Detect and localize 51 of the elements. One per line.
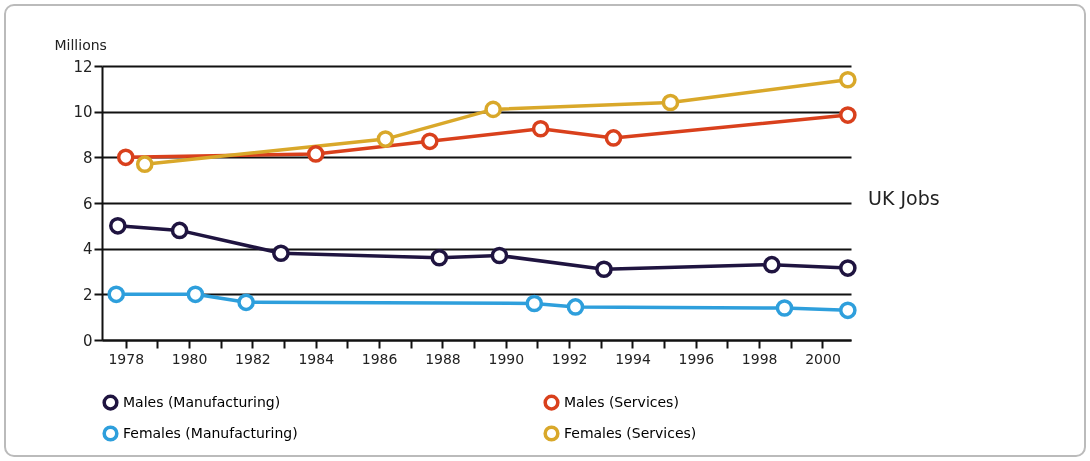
x-tick-label: 1982 — [235, 350, 271, 367]
point — [430, 248, 449, 267]
point — [531, 119, 550, 138]
x-tick-label: 1980 — [171, 350, 208, 367]
x-tick-label: 1992 — [551, 350, 588, 367]
y-tick-label: 6 — [82, 194, 93, 213]
legend-label: Females (Manufacturing) — [123, 424, 298, 441]
point — [237, 293, 255, 312]
point — [186, 285, 205, 304]
text: UK Jobs — [868, 187, 940, 209]
point — [661, 93, 680, 112]
point — [525, 294, 544, 313]
point — [109, 217, 127, 235]
y-tick-label: 10 — [73, 103, 93, 122]
x-tick-label: 1984 — [298, 350, 335, 367]
point — [839, 106, 857, 124]
x-tick-label: 1998 — [741, 350, 778, 367]
point — [116, 148, 135, 167]
point — [839, 70, 857, 89]
point — [272, 244, 290, 263]
point — [170, 221, 189, 240]
point — [839, 301, 857, 320]
point — [775, 299, 794, 317]
point — [376, 130, 395, 148]
x-tick-label: 1996 — [678, 350, 715, 367]
x-tick-label: 1990 — [488, 350, 525, 367]
point — [107, 285, 126, 304]
y-tick-label: 8 — [82, 148, 93, 167]
y-tick-label: 12 — [73, 57, 93, 76]
point — [763, 255, 781, 274]
point — [135, 155, 154, 173]
y-tick-label: 4 — [82, 240, 93, 259]
point — [306, 145, 325, 163]
legend-label: Males (Services) — [564, 393, 679, 410]
y-tick-label: 2 — [82, 285, 93, 304]
x-tick-label: 1986 — [361, 350, 398, 367]
point — [420, 132, 439, 151]
point — [490, 246, 509, 265]
point — [604, 129, 623, 147]
y-tick-label: 0 — [82, 331, 93, 350]
legend-label: Males (Manufacturing) — [123, 393, 281, 410]
x-tick-label: 1978 — [108, 350, 145, 367]
y-axis-title: Millions — [54, 36, 107, 53]
point — [595, 260, 613, 279]
legend-label: Females (Services) — [564, 424, 697, 441]
x-tick-label: 1988 — [425, 350, 461, 367]
x-tick-label: 1994 — [615, 350, 651, 367]
x-tick-label: 2000 — [805, 350, 841, 367]
point — [839, 259, 857, 277]
point — [484, 100, 502, 119]
point — [566, 298, 585, 316]
